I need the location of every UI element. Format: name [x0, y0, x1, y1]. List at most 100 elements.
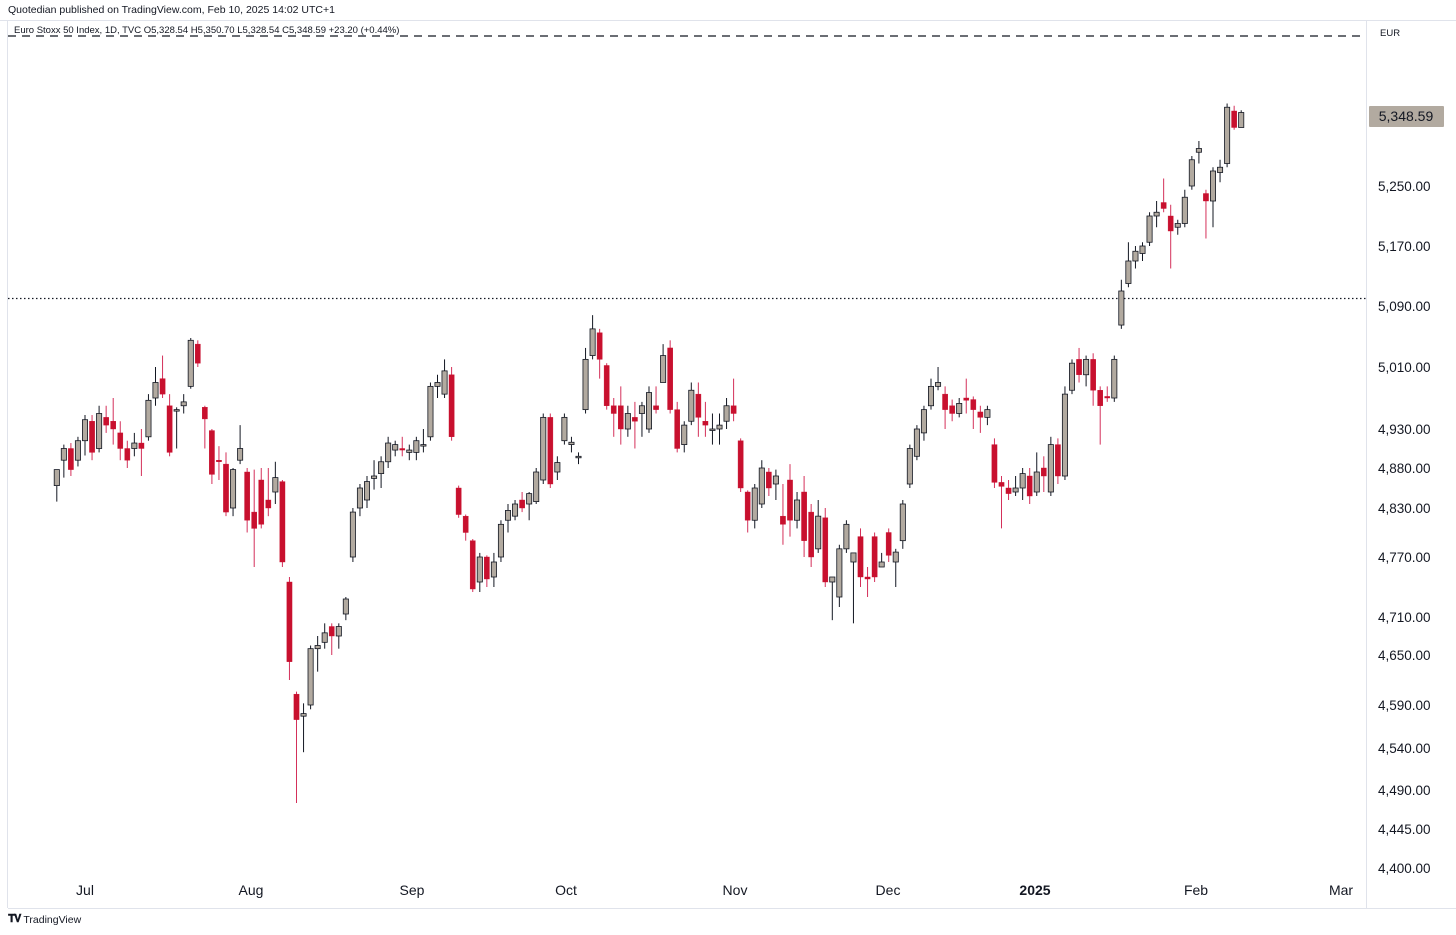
candle-body	[970, 399, 977, 410]
candle-2025-01-30	[1132, 246, 1139, 269]
candle-2024-10-30	[695, 382, 702, 437]
candle-body	[117, 432, 124, 449]
candle-2025-01-10	[1033, 452, 1040, 496]
candle-body	[836, 548, 843, 598]
price-axis[interactable]: 4,400.00 4,445.00 4,490.00 4,540.00 4,590.00…	[1378, 179, 1431, 876]
candle-body	[561, 416, 568, 442]
candle-2024-12-09	[892, 548, 899, 587]
candle-body	[589, 328, 596, 356]
candle-body	[441, 370, 448, 395]
candle-2025-01-22	[1090, 353, 1096, 406]
candle-2025-02-14	[1210, 167, 1217, 228]
candle-body	[103, 417, 109, 426]
price-tick-label: 5,170.00	[1378, 239, 1431, 254]
price-tick-label: 4,400.00	[1378, 861, 1431, 876]
candle-2025-02-04	[1153, 201, 1160, 228]
candle-2024-12-27	[977, 405, 984, 433]
candle-body	[660, 355, 667, 383]
price-tick-label: 4,650.00	[1378, 648, 1431, 663]
candle-2024-10-15	[618, 386, 624, 445]
candle-body	[110, 421, 116, 430]
candle-body	[1005, 487, 1012, 494]
candle-2024-11-08	[744, 490, 751, 533]
candle-2024-09-23	[504, 504, 511, 533]
candle-2025-02-07	[1174, 219, 1181, 235]
candle-2025-01-09	[1026, 468, 1033, 504]
candle-2024-10-25	[674, 401, 680, 453]
candle-body	[173, 409, 180, 412]
candle-body	[1061, 393, 1068, 477]
candle-2024-10-01	[547, 413, 554, 488]
candle-2024-08-08	[279, 480, 286, 567]
candle-2024-09-06	[427, 382, 434, 441]
candle-2024-11-06	[730, 378, 737, 422]
candle-2024-10-09	[589, 315, 596, 360]
candle-body	[356, 487, 363, 509]
candle-2024-08-28	[378, 456, 385, 488]
candle-2024-12-17	[935, 367, 942, 391]
candle-2024-08-02	[251, 469, 258, 567]
publisher-line: Quotedian published on TradingView.com, …	[8, 4, 335, 16]
candle-2024-07-03	[96, 405, 103, 453]
candle-2024-08-14	[307, 645, 314, 710]
candle-body	[1181, 196, 1188, 224]
candle-2024-09-19	[490, 552, 497, 587]
candle-2024-12-16	[928, 378, 935, 410]
chart-frame	[0, 20, 1456, 909]
candle-2024-08-12	[293, 691, 300, 803]
candle-2024-12-13	[920, 405, 927, 441]
last-price-label: 5,348.59	[1379, 108, 1434, 124]
price-tick-label: 4,590.00	[1378, 698, 1431, 713]
time-tick-label: Mar	[1329, 882, 1353, 898]
price-tick-label: 4,490.00	[1378, 783, 1431, 798]
candle-body	[695, 393, 702, 418]
candle-body	[1090, 359, 1096, 391]
candle-body	[822, 517, 829, 583]
time-tick-label: Dec	[876, 882, 901, 898]
candle-2024-11-05	[723, 398, 730, 429]
candle-body	[1097, 390, 1103, 406]
candle-2024-07-25	[209, 429, 215, 484]
time-axis[interactable]: Jul Aug Sep Oct Nov Dec 2025 Feb Mar	[76, 882, 1353, 898]
candle-2024-10-22	[653, 386, 659, 414]
candle-body	[1118, 290, 1125, 326]
candle-2024-07-19	[180, 394, 187, 414]
candle-body	[1125, 260, 1132, 284]
candle-body	[476, 556, 483, 583]
candle-body	[787, 479, 793, 521]
candle-body	[808, 511, 814, 558]
candle-body	[138, 442, 145, 449]
candle-2024-12-24	[970, 396, 977, 429]
candle-body	[180, 401, 187, 407]
candle-body	[293, 693, 300, 720]
candle-body	[780, 515, 786, 525]
candle-2025-02-17	[1217, 159, 1224, 183]
candle-body	[751, 487, 758, 521]
candle-body	[258, 479, 265, 525]
price-tick-label: 5,010.00	[1378, 360, 1431, 375]
candle-2025-02-20	[1238, 110, 1245, 128]
last-price-badge	[1369, 106, 1444, 127]
candle-body	[568, 441, 575, 446]
candle-body	[963, 397, 970, 401]
candle-body	[794, 499, 801, 521]
candle-2024-10-21	[646, 386, 653, 433]
candle-2024-10-02	[554, 456, 561, 480]
candle-2024-09-18	[484, 555, 490, 587]
candle-body	[53, 469, 60, 487]
candle-body	[321, 632, 328, 643]
tradingview-logo-icon: 𝐓𝐕	[8, 913, 21, 925]
price-tick-label: 4,540.00	[1378, 741, 1431, 756]
candle-body	[74, 440, 81, 461]
candle-body	[603, 365, 610, 406]
time-tick-label: Aug	[239, 882, 264, 898]
candle-2024-10-29	[688, 382, 695, 426]
candle-2024-09-26	[526, 492, 533, 521]
candle-body	[801, 491, 807, 541]
candle-2024-07-09	[124, 440, 131, 468]
candle-2024-08-22	[349, 508, 356, 562]
candle-2024-06-25	[53, 469, 60, 502]
candle-body	[244, 471, 250, 521]
candle-body	[335, 626, 342, 637]
